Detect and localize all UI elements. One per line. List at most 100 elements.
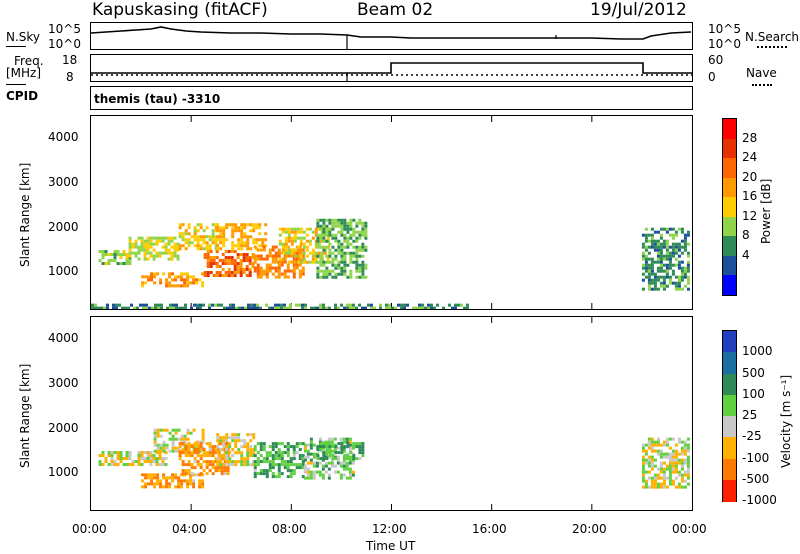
- power-heatmap: [91, 116, 690, 309]
- colorbar-segment: [723, 458, 736, 481]
- nsearch-tick-high: 10^5: [708, 22, 741, 36]
- velocity-heatmap: [98, 317, 690, 510]
- velocity-patch: [316, 442, 365, 461]
- colorbar-segment: [723, 138, 736, 159]
- nsky-tick-high: 10^5: [48, 22, 81, 36]
- freq-strip-frame: [90, 54, 693, 82]
- velocity-cb-label: Velocity [m s⁻¹]: [779, 374, 793, 468]
- ytick-label: 4000: [48, 331, 79, 346]
- colorbar-segment: [723, 331, 736, 353]
- colorbar-tick: 16: [742, 189, 758, 204]
- velocity-patch: [216, 433, 256, 467]
- power-patch: [203, 250, 255, 278]
- freq-tick-low: 8: [66, 70, 74, 84]
- nsearch-label: N.Search: [745, 30, 800, 44]
- freq-trace: [91, 62, 692, 81]
- xtick-label: 04:00: [172, 522, 207, 536]
- colorbar-tick: 8: [742, 228, 750, 243]
- colorbar-tick: 1000: [742, 344, 773, 359]
- colorbar-tick: 100: [742, 386, 765, 401]
- nsearch-line-key: [757, 46, 787, 48]
- cpid-text: themis (tau) -3310: [94, 92, 221, 106]
- velocity-patch: [641, 437, 690, 489]
- xtick-label: 12:00: [372, 522, 407, 536]
- colorbar-tick: 500: [742, 365, 765, 380]
- date-title: 19/Jul/2012: [590, 0, 687, 20]
- colorbar-segment: [723, 255, 736, 276]
- nsky-strip-frame: [90, 22, 693, 50]
- colorbar-tick: 25: [742, 408, 758, 422]
- velocity-plot-frame: [90, 316, 693, 511]
- nsky-label: N.Sky: [6, 30, 41, 44]
- colorbar-tick: -500: [742, 471, 770, 486]
- colorbar-tick: -100: [742, 450, 770, 465]
- colorbar-tick: -25: [742, 429, 762, 444]
- colorbar-segment: [723, 437, 736, 459]
- colorbar-tick: -1000: [742, 493, 777, 507]
- ytick-label: 1000: [48, 264, 79, 279]
- freq-line-key: [6, 84, 26, 85]
- colorbar-tick: 12: [742, 208, 758, 223]
- cpid-strip-frame: themis (tau) -3310: [90, 86, 693, 110]
- ytick-label: 2000: [48, 219, 79, 234]
- station-title: Kapuskasing (fitACF): [92, 0, 268, 20]
- colorbar-segment: [723, 479, 736, 502]
- xlabel: Time UT: [366, 539, 416, 553]
- xtick-label: 20:00: [572, 522, 607, 536]
- freq-tick-high: 18: [62, 53, 78, 67]
- velocity-ylabel: Slant Range [km]: [18, 363, 32, 468]
- ytick-label: 3000: [48, 175, 79, 189]
- colorbar-segment: [723, 158, 736, 179]
- power-patch: [178, 223, 218, 251]
- power-patch: [91, 303, 469, 309]
- ytick-label: 4000: [48, 130, 79, 145]
- nave-label: Nave: [746, 66, 777, 80]
- power-patch: [641, 227, 690, 291]
- nsearch-tick-low: 10^0: [708, 37, 741, 51]
- colorbar-segment: [723, 197, 736, 218]
- nave-tick-low: 0: [708, 70, 716, 84]
- nave-tick-high: 60: [708, 53, 724, 67]
- velocity-patch: [141, 473, 205, 489]
- power-plot-frame: [90, 115, 693, 310]
- nsky-tick-low: 10^0: [48, 37, 81, 51]
- colorbar-segment: [723, 373, 736, 396]
- colorbar-segment: [723, 416, 736, 438]
- freq-label: Freq.: [14, 54, 44, 68]
- power-patch: [128, 236, 180, 261]
- colorbar-segment: [723, 275, 736, 296]
- nsky-trace: [91, 26, 692, 49]
- ytick-label: 3000: [48, 376, 79, 390]
- power-patch: [316, 218, 368, 279]
- power-cb-label: Power [dB]: [759, 178, 773, 244]
- power-patch: [98, 250, 132, 266]
- colorbar-segment: [723, 177, 736, 198]
- colorbar-segment: [723, 352, 736, 374]
- xtick-label: 16:00: [472, 522, 507, 536]
- colorbar-segment: [723, 216, 736, 237]
- velocity-patch: [98, 451, 168, 467]
- colorbar-tick: 24: [742, 150, 758, 165]
- nsky-line-key: [6, 46, 26, 47]
- freq-unit: [MHz]: [6, 66, 42, 80]
- xtick-label: 00:00: [672, 522, 707, 536]
- velocity-colorbar: [722, 330, 737, 502]
- colorbar-tick: 20: [742, 169, 758, 184]
- xtick-label: 08:00: [272, 522, 307, 536]
- ytick-label: 1000: [48, 465, 79, 480]
- power-patch: [141, 272, 205, 288]
- colorbar-segment: [723, 236, 736, 257]
- colorbar-segment: [723, 394, 736, 417]
- xtick-label: 00:00: [72, 522, 107, 536]
- ytick-label: 2000: [48, 420, 79, 435]
- velocity-patch: [253, 442, 305, 479]
- power-patch: [216, 223, 268, 251]
- colorbar-tick: 4: [742, 247, 750, 262]
- colorbar-segment: [723, 119, 736, 140]
- power-colorbar: [722, 118, 737, 296]
- cpid-label: CPID: [6, 89, 39, 103]
- nave-line-key: [752, 84, 772, 86]
- colorbar-tick: 28: [742, 130, 758, 145]
- power-ylabel: Slant Range [km]: [18, 162, 32, 267]
- beam-title: Beam 02: [357, 0, 434, 20]
